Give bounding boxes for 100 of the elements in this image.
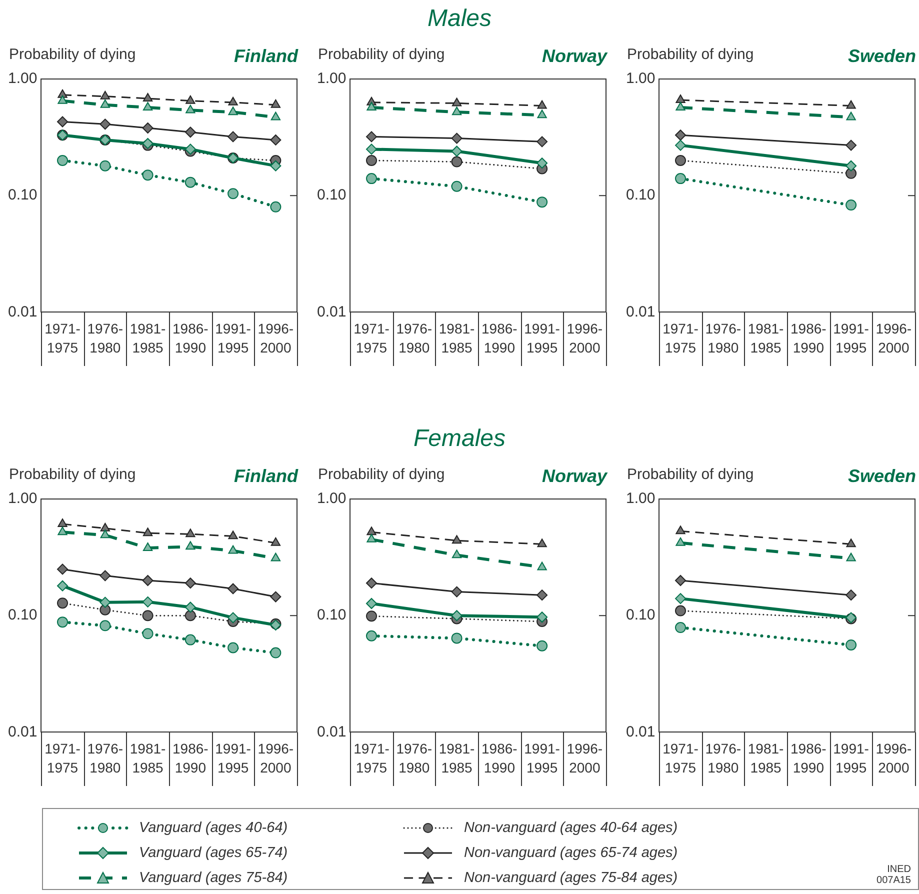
chart-title: Finland <box>234 466 298 487</box>
y-tick-label: 1.00 <box>316 70 346 88</box>
point <box>228 96 238 106</box>
point <box>228 188 239 200</box>
point <box>142 542 153 551</box>
point <box>100 118 111 130</box>
point <box>57 564 68 575</box>
point <box>537 110 547 118</box>
y-tick-label: 0.01 <box>316 723 346 740</box>
point <box>536 136 548 148</box>
x-tick-label: 1971-1975 <box>44 740 81 776</box>
point <box>228 612 239 624</box>
x-tick-label: 1996-2000 <box>566 320 603 356</box>
point <box>536 640 548 652</box>
x-tick-label: 1991-1995 <box>215 740 252 776</box>
point <box>675 593 686 604</box>
x-tick-label: 1986-1990 <box>790 320 827 356</box>
point <box>228 131 239 142</box>
point <box>675 575 686 586</box>
point <box>142 628 154 640</box>
y-tick-label: 1.00 <box>8 490 38 508</box>
point <box>186 541 196 550</box>
x-tick-label: 1991-1995 <box>833 320 870 356</box>
x-tick-label: 1996-2000 <box>258 740 294 776</box>
x-tick-label: 1986-1990 <box>790 740 827 776</box>
y-tick-label: 0.10 <box>626 606 656 624</box>
point <box>57 616 68 628</box>
y-tick-label: 0.01 <box>8 303 38 320</box>
point <box>186 528 196 538</box>
legend-label: Vanguard (ages 75-84) <box>139 870 288 886</box>
x-tick-label: 1986-1990 <box>482 320 518 356</box>
point <box>142 122 154 134</box>
point <box>184 126 196 138</box>
point <box>100 522 110 532</box>
x-tick-label: 1986-1990 <box>172 320 209 356</box>
point <box>366 102 376 110</box>
point <box>366 610 378 622</box>
point <box>270 112 281 120</box>
legend-label: Vanguard (ages 65-74) <box>139 844 288 860</box>
point <box>537 538 547 548</box>
point <box>846 590 857 601</box>
point <box>270 591 282 602</box>
point <box>270 99 281 108</box>
point <box>100 596 111 608</box>
x-tick-label: 1981-1985 <box>130 740 166 776</box>
point <box>57 116 68 128</box>
point <box>142 170 154 181</box>
point <box>57 155 68 166</box>
y-tick-label: 0.01 <box>8 723 38 740</box>
point <box>142 102 153 110</box>
text: INED 007A15 <box>876 864 911 886</box>
point <box>846 639 857 650</box>
point <box>451 156 462 168</box>
x-tick-label: 1981-1985 <box>748 320 784 356</box>
point <box>228 530 238 540</box>
point <box>451 632 462 644</box>
x-tick-label: 1991-1995 <box>524 320 560 356</box>
x-tick-label: 1991-1995 <box>833 740 870 776</box>
point <box>270 537 281 546</box>
point <box>366 144 378 155</box>
x-tick-label: 1986-1990 <box>172 740 209 776</box>
point <box>451 146 462 157</box>
point <box>537 562 547 570</box>
chart-subtitle: Females <box>412 424 507 454</box>
point <box>142 528 153 536</box>
y-axis-title: Probability of dying <box>627 466 754 483</box>
x-tick-label: 1981-1985 <box>748 740 784 776</box>
y-axis-title: Probability of dying <box>9 466 136 483</box>
point <box>452 98 462 106</box>
point <box>366 173 378 184</box>
point <box>270 201 282 212</box>
point <box>184 634 196 646</box>
x-tick-label: 1976-1980 <box>87 320 124 356</box>
point <box>100 604 111 616</box>
point <box>228 545 238 554</box>
point <box>451 586 462 598</box>
y-tick-label: 0.01 <box>626 723 656 740</box>
point <box>57 580 68 592</box>
point <box>270 134 282 146</box>
point <box>270 647 282 658</box>
y-tick-label: 0.01 <box>316 303 346 320</box>
point <box>452 535 462 544</box>
point <box>536 612 548 623</box>
point <box>184 610 196 622</box>
y-tick-label: 0.10 <box>316 186 346 204</box>
x-tick-label: 1986-1990 <box>482 740 518 776</box>
point <box>270 552 281 562</box>
x-tick-label: 1971-1975 <box>354 740 390 776</box>
point <box>100 620 111 632</box>
point <box>142 610 154 622</box>
y-tick-label: 1.00 <box>316 490 346 508</box>
x-tick-label: 1971-1975 <box>662 740 699 776</box>
point <box>100 570 111 582</box>
point <box>366 534 376 542</box>
x-tick-label: 1981-1985 <box>438 320 476 356</box>
x-tick-label: 1996-2000 <box>258 320 294 356</box>
point <box>366 578 378 589</box>
x-tick-label: 1976-1980 <box>705 320 742 356</box>
y-tick-label: 1.00 <box>626 490 656 508</box>
point <box>366 630 378 642</box>
